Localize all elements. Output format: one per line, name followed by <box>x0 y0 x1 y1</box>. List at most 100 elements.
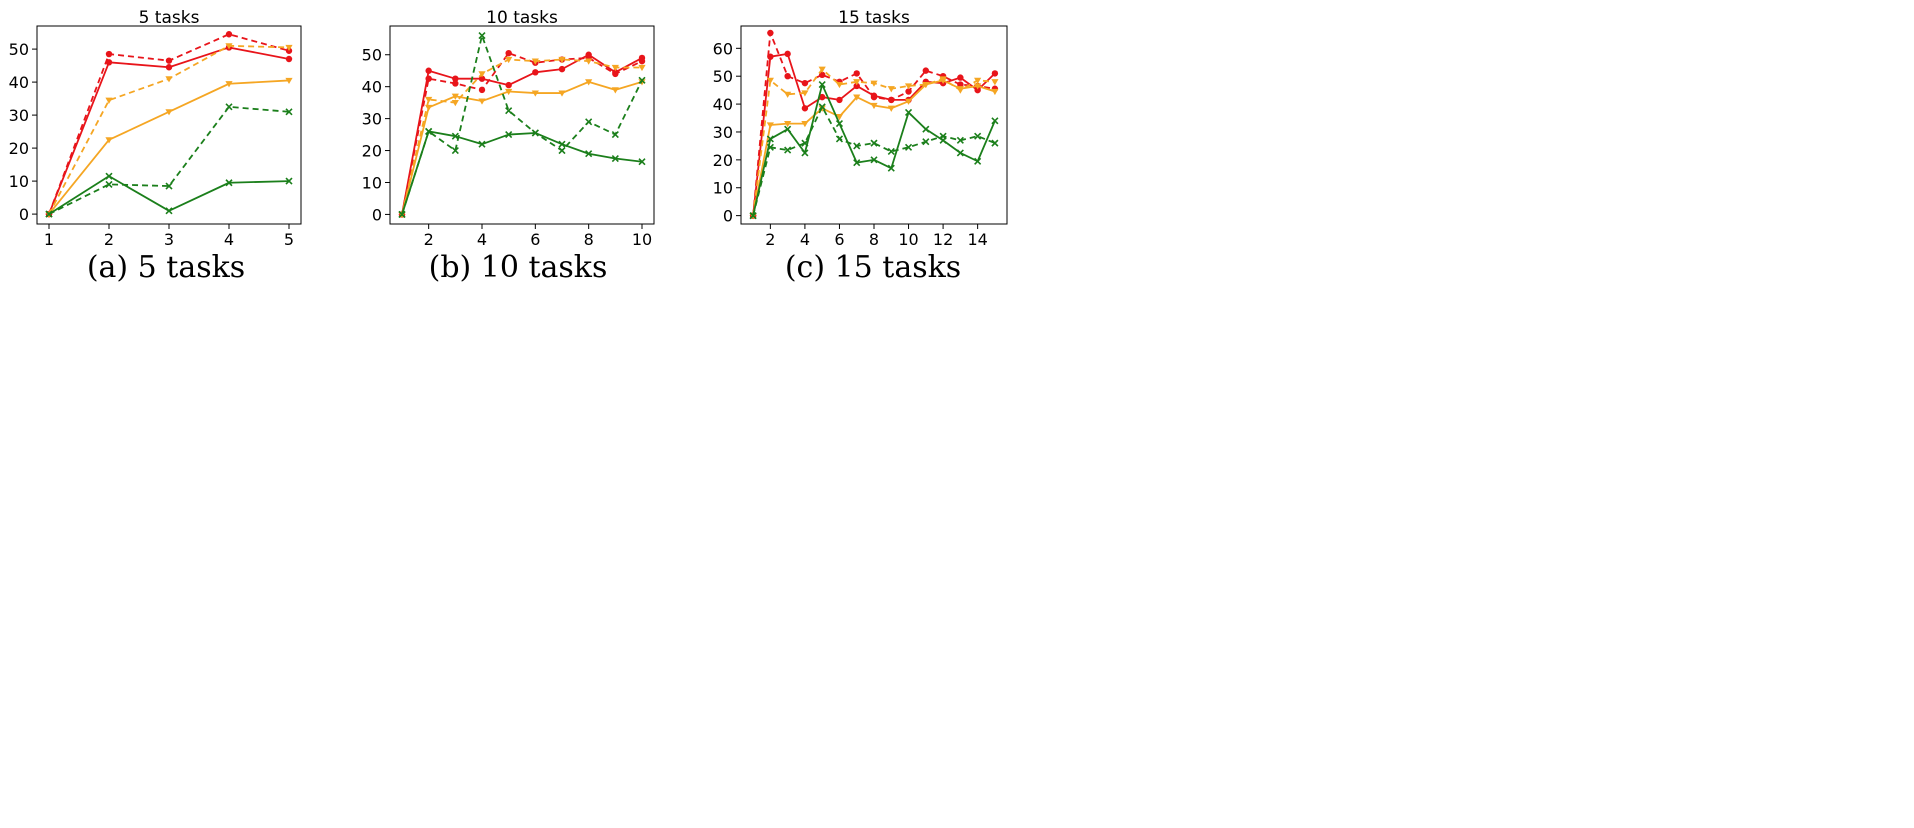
data-point <box>531 90 539 97</box>
data-point <box>165 76 173 83</box>
data-point <box>784 91 792 98</box>
data-point <box>974 83 982 90</box>
x-tick-label: 10 <box>898 230 918 249</box>
data-point <box>991 70 999 77</box>
x-tick-label: 14 <box>967 230 987 249</box>
data-point <box>784 125 792 133</box>
subplot-15-tasks: 15 tasks (c) 15 tasks 2 4 6 8 10 12 14 0 10 20 30 4… <box>713 8 1008 285</box>
y-tick-label: 50 <box>362 46 382 65</box>
data-point <box>974 157 982 165</box>
x-tick-label: 4 <box>800 230 810 249</box>
x-tick-label: 1 <box>44 230 54 249</box>
data-point <box>956 149 964 157</box>
data-point <box>285 77 293 85</box>
data-point <box>105 180 113 188</box>
subplot-caption: (a) 5 tasks <box>87 250 245 285</box>
data-point <box>835 114 844 121</box>
x-tick-label: 2 <box>424 230 434 249</box>
x-tick-label: 4 <box>477 230 487 249</box>
data-point <box>585 51 592 58</box>
x-tick-label: 4 <box>224 230 234 249</box>
data-point <box>225 81 233 88</box>
series-line <box>401 34 643 215</box>
series-green-solid <box>749 80 999 220</box>
data-point <box>285 44 293 52</box>
data-point <box>956 136 964 144</box>
data-point <box>478 75 486 82</box>
data-point <box>784 50 791 58</box>
data-point <box>904 98 913 105</box>
data-point <box>638 158 646 166</box>
series-orange-dashed <box>398 56 646 219</box>
data-point <box>285 108 293 116</box>
data-point <box>585 58 593 65</box>
data-point <box>784 121 792 128</box>
data-point <box>558 56 566 64</box>
data-point <box>505 81 512 89</box>
data-point <box>836 96 843 104</box>
data-point <box>784 146 792 154</box>
data-point <box>887 105 895 112</box>
y-tick-label: 20 <box>9 139 29 158</box>
y-tick-label: 50 <box>9 40 29 59</box>
data-point <box>939 77 947 84</box>
data-point <box>225 31 233 38</box>
data-point <box>870 80 878 87</box>
data-point <box>766 135 774 143</box>
data-point <box>974 77 982 84</box>
data-point <box>922 138 930 146</box>
plot-frame <box>389 25 655 225</box>
y-tick-label: 30 <box>9 106 29 125</box>
data-point <box>835 120 844 128</box>
data-point <box>887 86 895 93</box>
y-tick-label: 10 <box>362 173 382 192</box>
data-point <box>452 80 459 87</box>
subplot-title: 15 tasks <box>838 8 910 28</box>
series-green-dashed <box>45 103 293 218</box>
data-point <box>922 125 930 133</box>
x-tick-label: 3 <box>164 230 174 249</box>
data-point <box>398 210 406 218</box>
data-point <box>835 135 844 143</box>
data-point <box>558 65 566 73</box>
series-line <box>48 175 290 215</box>
data-point <box>887 147 895 156</box>
data-point <box>818 93 826 101</box>
x-tick-label: 8 <box>869 230 879 249</box>
data-point <box>478 86 486 94</box>
series-line <box>401 130 643 215</box>
data-point <box>225 103 233 111</box>
series-orange-solid <box>398 79 646 219</box>
data-point <box>991 79 999 86</box>
data-point <box>853 159 861 167</box>
series-line <box>48 44 290 215</box>
data-point <box>451 93 459 100</box>
subplot-title: 5 tasks <box>139 8 200 28</box>
data-point <box>766 122 774 129</box>
data-point <box>105 172 113 180</box>
y-tick-label: 0 <box>723 207 733 226</box>
data-point <box>956 86 964 93</box>
data-point <box>801 79 809 87</box>
data-point <box>425 96 433 104</box>
data-point <box>801 149 809 157</box>
data-point <box>991 88 999 96</box>
data-point <box>451 132 459 140</box>
x-tick-label: 2 <box>765 230 775 249</box>
data-point <box>558 146 566 155</box>
series-green-solid <box>45 172 293 218</box>
data-point <box>165 182 173 190</box>
data-point <box>585 79 593 86</box>
data-point <box>991 139 999 147</box>
y-tick-label: 30 <box>362 110 382 129</box>
data-point <box>225 43 233 50</box>
y-tick-label: 0 <box>19 205 29 224</box>
data-point <box>165 207 173 215</box>
data-point <box>612 69 619 76</box>
y-tick-label: 10 <box>713 179 733 198</box>
data-point <box>611 131 619 139</box>
y-tick-label: 20 <box>713 151 733 170</box>
series-red-dashed <box>45 31 293 218</box>
x-tick-label: 6 <box>530 230 540 249</box>
